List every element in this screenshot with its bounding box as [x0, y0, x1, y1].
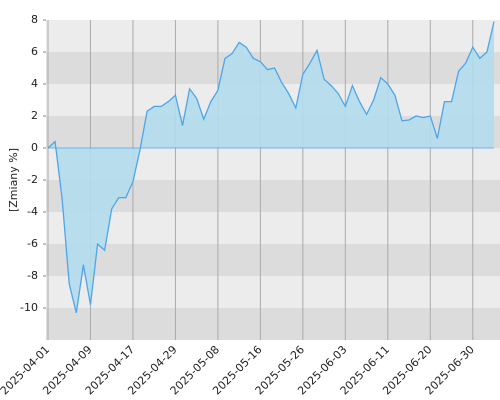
area [48, 21, 494, 313]
y-tick-label: 2 [31, 109, 38, 122]
y-tick-label: -8 [27, 269, 38, 282]
band [46, 20, 500, 52]
y-tick-label: -2 [27, 173, 38, 186]
y-tick-label: 4 [31, 77, 38, 90]
band [46, 244, 500, 276]
y-tick-label: 8 [31, 13, 38, 26]
line [47, 21, 495, 313]
y-tick-label: 6 [31, 45, 38, 58]
band [46, 276, 500, 308]
y-axis-label: [Zmiany %] [7, 148, 20, 212]
band [46, 212, 500, 244]
y-tick-label: -6 [27, 237, 38, 250]
y-tick-label: 0 [31, 141, 38, 154]
y-tick-label: -4 [27, 205, 38, 218]
band [46, 308, 500, 340]
y-tick-label: -10 [20, 301, 38, 314]
